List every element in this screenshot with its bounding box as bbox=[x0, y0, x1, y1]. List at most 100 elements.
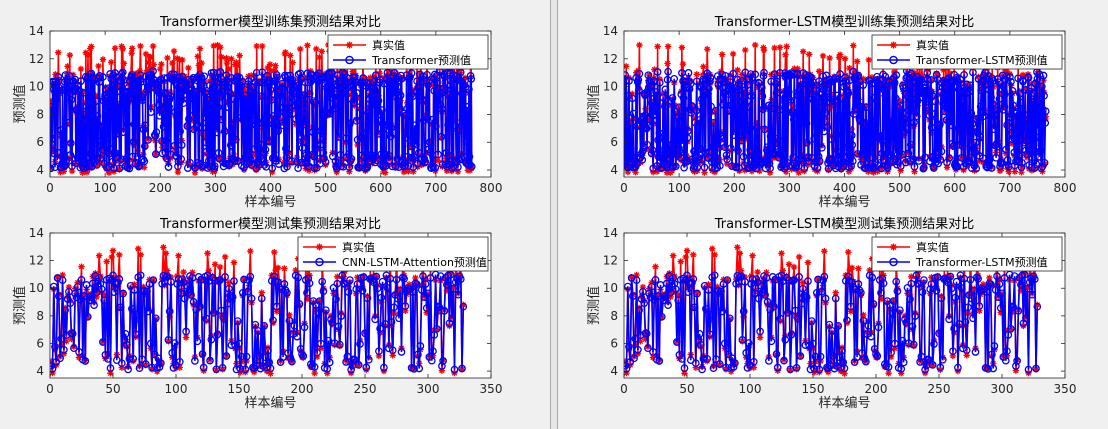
pred-point bbox=[299, 138, 307, 146]
pred-point bbox=[829, 158, 837, 167]
pred-point bbox=[988, 350, 996, 359]
pred-point bbox=[428, 115, 436, 124]
pred-point bbox=[967, 109, 976, 118]
pred-point bbox=[801, 341, 810, 349]
x-tick-label: 600 bbox=[943, 181, 966, 195]
pred-point bbox=[712, 161, 721, 169]
pred-point bbox=[763, 143, 772, 152]
pred-point bbox=[660, 292, 669, 301]
pred-point bbox=[835, 353, 844, 362]
pred-point bbox=[947, 121, 955, 129]
pred-point bbox=[88, 162, 96, 171]
pred-point bbox=[726, 78, 735, 87]
pred-point bbox=[815, 157, 824, 165]
pred-point bbox=[318, 277, 327, 286]
pred-point bbox=[925, 355, 933, 364]
pred-point bbox=[67, 139, 75, 148]
pred-point bbox=[769, 148, 778, 157]
pred-point bbox=[904, 149, 913, 158]
pred-point bbox=[921, 153, 929, 162]
pred-point bbox=[90, 76, 99, 85]
pred-point bbox=[291, 101, 300, 109]
pred-point bbox=[393, 155, 402, 163]
pred-point bbox=[1033, 302, 1042, 311]
pred-point bbox=[1037, 82, 1046, 91]
pred-point bbox=[766, 132, 775, 141]
pred-point bbox=[353, 89, 361, 97]
pred-point bbox=[425, 76, 434, 85]
pred-point bbox=[397, 348, 406, 356]
pred-point bbox=[282, 144, 290, 153]
pred-point bbox=[137, 78, 145, 86]
y-axis-label: 预测值 bbox=[586, 286, 602, 325]
window-divider[interactable] bbox=[550, 0, 558, 429]
pred-point bbox=[678, 140, 687, 148]
pred-point bbox=[400, 162, 408, 171]
pred-point bbox=[210, 162, 219, 171]
pred-point bbox=[383, 284, 392, 292]
pred-point bbox=[911, 312, 919, 320]
pred-point bbox=[403, 104, 412, 113]
pred-point bbox=[936, 155, 945, 164]
y-tick-label: 10 bbox=[29, 281, 44, 295]
pred-point bbox=[729, 131, 738, 139]
pred-point bbox=[211, 276, 219, 285]
pred-point bbox=[679, 94, 688, 102]
x-tick-label: 300 bbox=[778, 181, 801, 195]
pred-point bbox=[344, 288, 353, 296]
pred-point bbox=[1006, 113, 1015, 122]
pred-point bbox=[690, 303, 699, 312]
pred-point bbox=[90, 301, 98, 310]
pred-point bbox=[731, 359, 739, 367]
pred-point bbox=[818, 143, 826, 152]
pred-point bbox=[462, 159, 471, 167]
pred-point bbox=[467, 162, 476, 171]
pred-point bbox=[115, 103, 123, 112]
pred-point bbox=[695, 330, 704, 338]
pred-point bbox=[191, 357, 199, 365]
pred-point bbox=[864, 321, 873, 330]
pred-point bbox=[152, 128, 161, 136]
pred-point bbox=[387, 318, 396, 326]
pred-point bbox=[145, 280, 154, 288]
pred-point bbox=[967, 294, 976, 303]
pred-point bbox=[723, 107, 732, 115]
pred-point bbox=[890, 73, 898, 82]
pred-point bbox=[97, 122, 106, 131]
pred-point bbox=[414, 350, 422, 359]
pred-point bbox=[377, 293, 386, 302]
pred-point bbox=[465, 152, 474, 161]
pred-point bbox=[841, 77, 850, 85]
pred-point bbox=[706, 77, 714, 85]
pred-point bbox=[110, 288, 119, 297]
pred-point bbox=[412, 140, 420, 149]
pred-point bbox=[1002, 72, 1011, 80]
pred-point bbox=[198, 123, 207, 132]
pred-point bbox=[54, 73, 63, 81]
plot-data bbox=[624, 41, 1050, 176]
pred-point bbox=[670, 74, 679, 83]
pred-point bbox=[99, 73, 107, 81]
pred-point bbox=[387, 124, 396, 132]
pred-point bbox=[317, 339, 325, 348]
pred-point bbox=[986, 280, 995, 288]
pred-point bbox=[449, 284, 458, 293]
pred-point bbox=[166, 92, 175, 100]
pred-point bbox=[69, 78, 78, 86]
pred-point bbox=[51, 342, 59, 351]
pred-point bbox=[342, 134, 350, 143]
pred-point bbox=[630, 354, 638, 363]
pred-point bbox=[161, 90, 170, 99]
pred-point bbox=[428, 151, 437, 160]
pred-point bbox=[670, 279, 679, 288]
pred-point bbox=[659, 133, 668, 142]
y-tick-label: 12 bbox=[29, 254, 44, 268]
pred-point bbox=[983, 288, 991, 296]
x-tick-label: 500 bbox=[314, 181, 337, 195]
pred-point bbox=[784, 95, 793, 104]
pred-point bbox=[1019, 77, 1027, 86]
pred-point bbox=[97, 285, 106, 293]
pred-point bbox=[93, 161, 101, 169]
pred-point bbox=[1029, 139, 1038, 148]
pred-point bbox=[265, 137, 274, 146]
